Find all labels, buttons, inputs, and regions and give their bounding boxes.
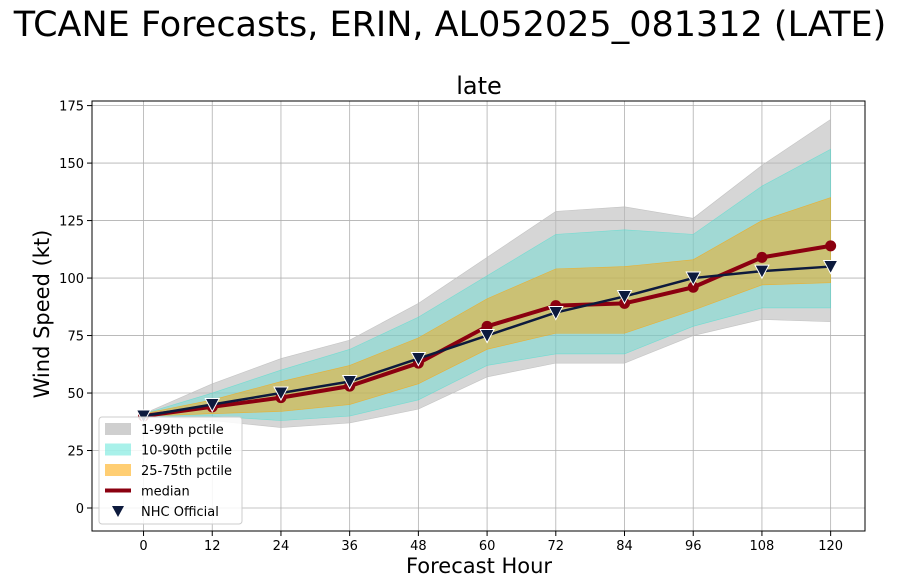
y-tick-label: 50	[67, 387, 84, 402]
x-tick-label: 120	[818, 539, 843, 554]
nhc-official-point	[754, 264, 770, 280]
y-tick-label: 150	[59, 157, 84, 172]
y-tick-label: 100	[59, 272, 84, 287]
y-tick-label: 0	[76, 502, 84, 517]
band-10-90th-pctile	[143, 148, 831, 421]
nhc-official-point	[341, 375, 358, 390]
nhc-official-point	[479, 329, 495, 344]
x-axis-ticks: 0 12 24 36 48 60 72 84 96 108 120	[139, 531, 843, 554]
x-tick-label: 36	[341, 539, 358, 554]
percentile-bands	[143, 118, 831, 428]
legend-label-nhc-official: NHC Official	[141, 505, 219, 520]
nhc-official-point	[410, 352, 427, 367]
x-tick-label: 96	[685, 539, 702, 554]
x-tick-label: 72	[548, 539, 565, 554]
nhc-official-point	[822, 260, 839, 275]
x-tick-label: 24	[273, 539, 290, 554]
nhc-official-point	[685, 271, 702, 287]
x-tick-label: 0	[139, 539, 147, 554]
legend-box	[98, 416, 243, 525]
median-point	[756, 251, 768, 263]
y-tick-label: 75	[67, 330, 84, 345]
median-point	[825, 240, 837, 252]
x-tick-label: 108	[750, 539, 775, 554]
legend-label-1-99th-pctile: 1-99th pctile	[141, 423, 224, 438]
nhc-official-point	[204, 398, 221, 413]
legend-label-median: median	[141, 485, 190, 500]
x-axis-label: Forecast Hour	[406, 554, 552, 578]
plot-frame	[91, 100, 866, 532]
legend-swatch-1-99th-pctile	[105, 423, 131, 435]
legend-label-25-75th-pctile: 25-75th pctile	[141, 464, 232, 479]
legend-swatch-nhc-official	[112, 506, 124, 517]
median-point	[687, 281, 699, 293]
y-tick-label: 175	[59, 100, 84, 115]
y-axis-label: Wind Speed (kt)	[30, 230, 54, 399]
nhc-official-point	[616, 289, 633, 305]
y-tick-label: 125	[59, 215, 84, 230]
axes-title: late	[456, 72, 502, 100]
legend-swatch-25-75th-pctile	[105, 464, 131, 476]
figure-suptitle: TCANE Forecasts, ERIN, AL052025_081312 (…	[13, 5, 887, 45]
series-lines	[135, 240, 839, 425]
nhc-official-point	[547, 306, 564, 321]
x-tick-label: 84	[616, 539, 633, 554]
x-tick-label: 60	[479, 539, 496, 554]
legend-label-10-90th-pctile: 10-90th pctile	[141, 444, 232, 459]
band-1-99th-pctile	[143, 118, 831, 428]
x-tick-label: 12	[204, 539, 221, 554]
legend-swatch-10-90th-pctile	[105, 443, 131, 456]
legend: 1-99th pctile 10-90th pctile 25-75th pctil…	[98, 416, 243, 525]
nhc-official-point	[273, 386, 289, 402]
y-tick-label: 25	[67, 445, 84, 460]
x-tick-label: 48	[410, 539, 427, 554]
y-axis-ticks: 0 25 50 75 100 125 150 175	[59, 100, 92, 517]
band-25-75th-pctile	[143, 197, 831, 417]
